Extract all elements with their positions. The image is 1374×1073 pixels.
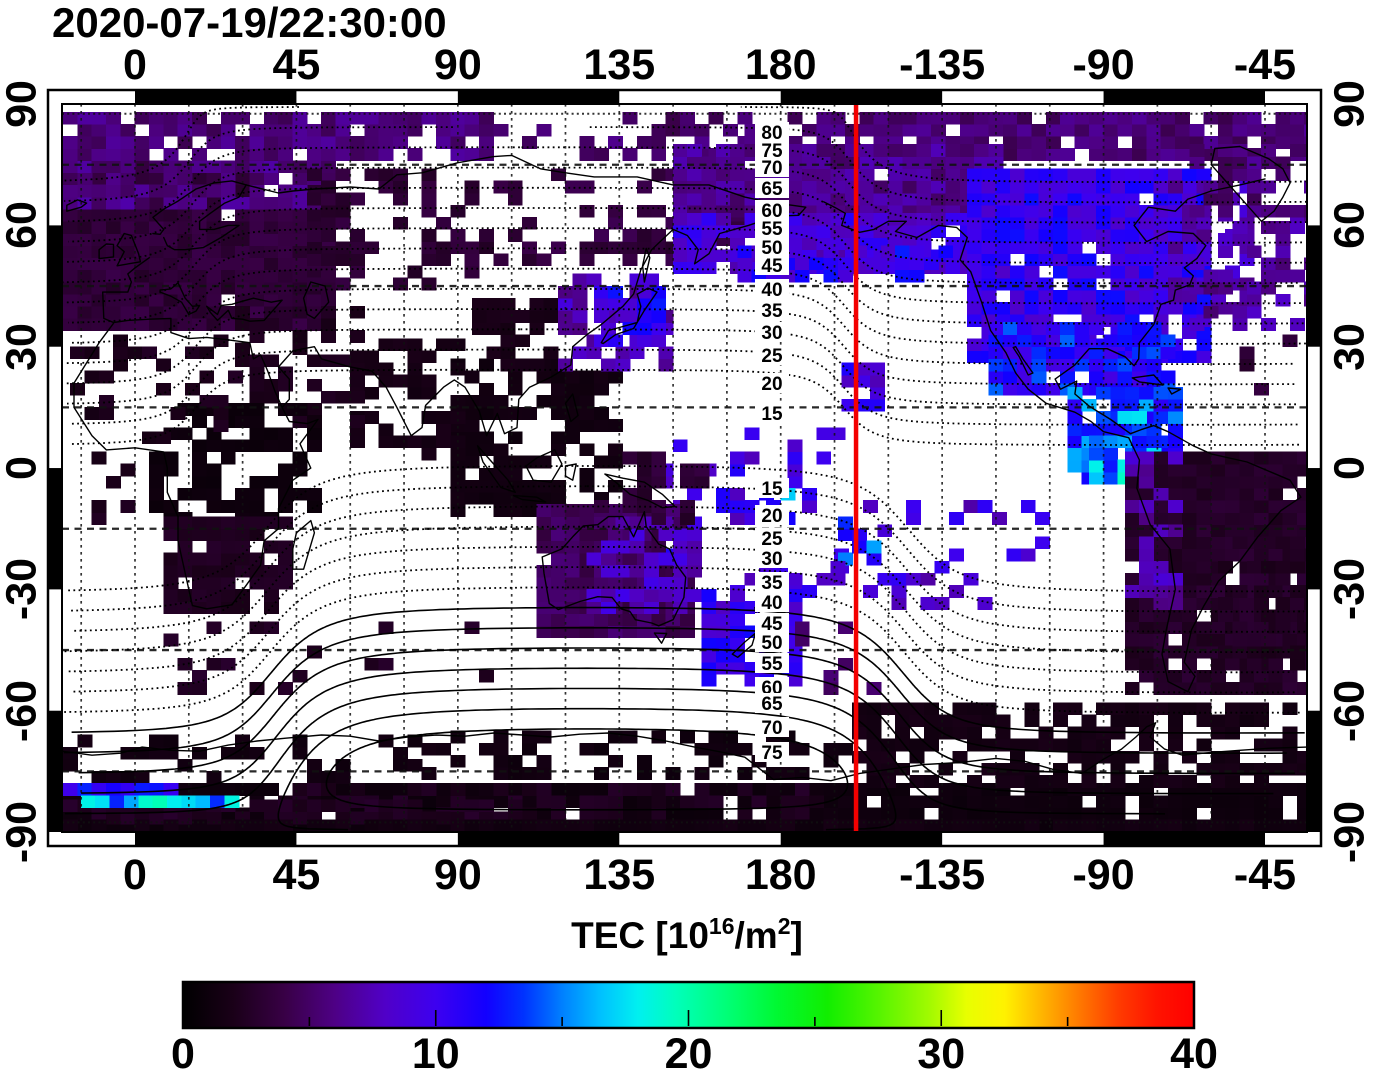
timestamp-title: 2020-07-19/22:30:00 (52, 0, 447, 46)
svg-text:75: 75 (761, 743, 783, 764)
colorbar-ticks (308, 1010, 1069, 1026)
svg-text:25: 25 (761, 529, 783, 550)
svg-text:50: 50 (761, 633, 782, 654)
top-tick-90: 90 (433, 41, 482, 89)
right-tick--90: -90 (1325, 800, 1374, 864)
bottom-tick-135: 135 (583, 851, 656, 899)
svg-text:55: 55 (761, 654, 783, 675)
right-tick-0: 0 (1325, 456, 1374, 481)
contour-labels: 8075706560555045403530252015152025303540… (755, 122, 789, 764)
svg-text:55: 55 (761, 219, 783, 240)
colorbar-labels: 0 10 20 30 40 (171, 1030, 1218, 1073)
svg-text:70: 70 (761, 158, 782, 179)
top-tick--45: -45 (1233, 41, 1297, 89)
svg-text:70: 70 (761, 718, 782, 739)
left-tick-30: 30 (0, 322, 46, 371)
bottom-tick--45: -45 (1233, 851, 1297, 899)
map-frame (46, 88, 1323, 848)
left-tick-0: 0 (0, 456, 46, 481)
svg-text:15: 15 (761, 404, 783, 425)
right-tick--30: -30 (1325, 558, 1374, 621)
colorbar-tick-40: 40 (1170, 1030, 1218, 1073)
svg-text:45: 45 (761, 614, 783, 635)
bottom-tick-0: 0 (123, 851, 147, 899)
svg-text:75: 75 (761, 141, 783, 162)
top-tick--135: -135 (899, 41, 986, 89)
top-tick-135: 135 (583, 41, 656, 89)
right-tick-90: 90 (1325, 80, 1374, 128)
svg-text:80: 80 (761, 123, 782, 144)
left-tick--90: -90 (0, 800, 46, 864)
left-tick-60: 60 (0, 201, 46, 250)
bottom-tick-45: 45 (272, 851, 321, 899)
top-tick--90: -90 (1072, 41, 1135, 89)
bottom-tick-180: 180 (744, 851, 817, 899)
right-tick--60: -60 (1325, 679, 1374, 742)
colorbar-tick-20: 20 (665, 1030, 713, 1073)
svg-text:25: 25 (761, 346, 783, 367)
colorbar: 0 10 20 30 40 (171, 980, 1218, 1073)
svg-text:20: 20 (761, 374, 782, 395)
right-tick-60: 60 (1325, 201, 1374, 250)
colorbar-tick-0: 0 (171, 1030, 195, 1073)
top-tick-45: 45 (272, 41, 321, 89)
svg-text:45: 45 (761, 256, 783, 277)
top-tick-180: 180 (744, 41, 817, 89)
svg-text:30: 30 (761, 323, 782, 344)
left-tick--60: -60 (0, 679, 46, 742)
colorbar-tick-30: 30 (917, 1030, 965, 1073)
coastlines (62, 145, 1307, 782)
svg-text:40: 40 (761, 593, 782, 614)
bottom-tick--90: -90 (1072, 851, 1135, 899)
tec-cells (62, 111, 1307, 832)
colorbar-title-sup16: 16 (708, 913, 735, 939)
bottom-tick-90: 90 (433, 851, 482, 899)
svg-text:20: 20 (761, 506, 782, 527)
magnetic-latitude-contours (62, 106, 1307, 831)
svg-text:35: 35 (761, 301, 783, 322)
colorbar-title-sup2: 2 (777, 913, 791, 939)
svg-text:30: 30 (761, 549, 782, 570)
colorbar-title-text: TEC [10 (571, 915, 709, 956)
svg-text:50: 50 (761, 238, 782, 259)
svg-text:65: 65 (761, 694, 783, 715)
svg-text:40: 40 (761, 280, 782, 301)
svg-text:65: 65 (761, 179, 783, 200)
colorbar-title-text2: /m (734, 915, 778, 956)
colorbar-title: TEC [1016/m2] (0, 913, 1374, 957)
world-tec-map: 8075706560555045403530252015152025303540… (46, 88, 1323, 848)
colorbar-title-text3: ] (790, 915, 803, 956)
colorbar-tick-10: 10 (412, 1030, 460, 1073)
left-tick--30: -30 (0, 558, 46, 621)
svg-text:35: 35 (761, 573, 783, 594)
bottom-tick--135: -135 (899, 851, 986, 899)
grid-lines (62, 104, 1307, 832)
right-tick-30: 30 (1325, 322, 1374, 371)
left-tick-90: 90 (0, 80, 46, 128)
top-tick-0: 0 (123, 41, 147, 89)
svg-text:60: 60 (761, 201, 782, 222)
svg-text:15: 15 (761, 479, 783, 500)
